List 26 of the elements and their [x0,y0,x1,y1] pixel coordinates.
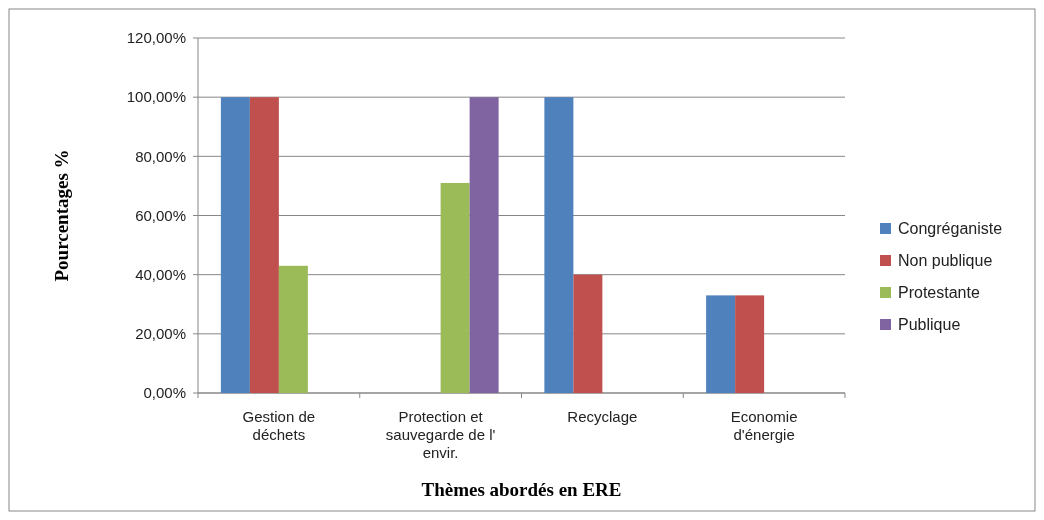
bar [278,265,308,393]
x-tick-label: Protection et sauvegarde de l' envir. [385,408,496,461]
bar [706,295,736,393]
bar [573,274,603,393]
bar [735,295,765,393]
x-axis-title: Thèmes abordés en ERE [421,479,622,500]
x-tick-label: Economie d'énergie [730,408,798,443]
y-tick-label: 40,00% [135,265,186,283]
bar [249,97,279,393]
y-tick-label: 80,00% [135,147,186,165]
bar [544,97,574,393]
x-tick-label: Recyclage [567,408,638,425]
x-tick-label: Gestion de déchets [242,408,316,443]
y-tick-label: 100,00% [126,88,186,106]
y-axis-title: Pourcentages % [51,149,72,282]
bar [469,97,499,393]
y-tick-label: 120,00% [126,29,186,47]
legend-label: Non publique [898,251,993,269]
bar [220,97,250,393]
y-tick-label: 0,00% [143,384,186,402]
y-tick-label: 20,00% [135,325,186,343]
bar [440,182,470,393]
legend-label: Protestante [898,283,980,301]
legend-label: Congréganiste [898,219,1003,237]
y-tick-label: 60,00% [135,206,186,224]
legend-label: Publique [898,315,961,333]
